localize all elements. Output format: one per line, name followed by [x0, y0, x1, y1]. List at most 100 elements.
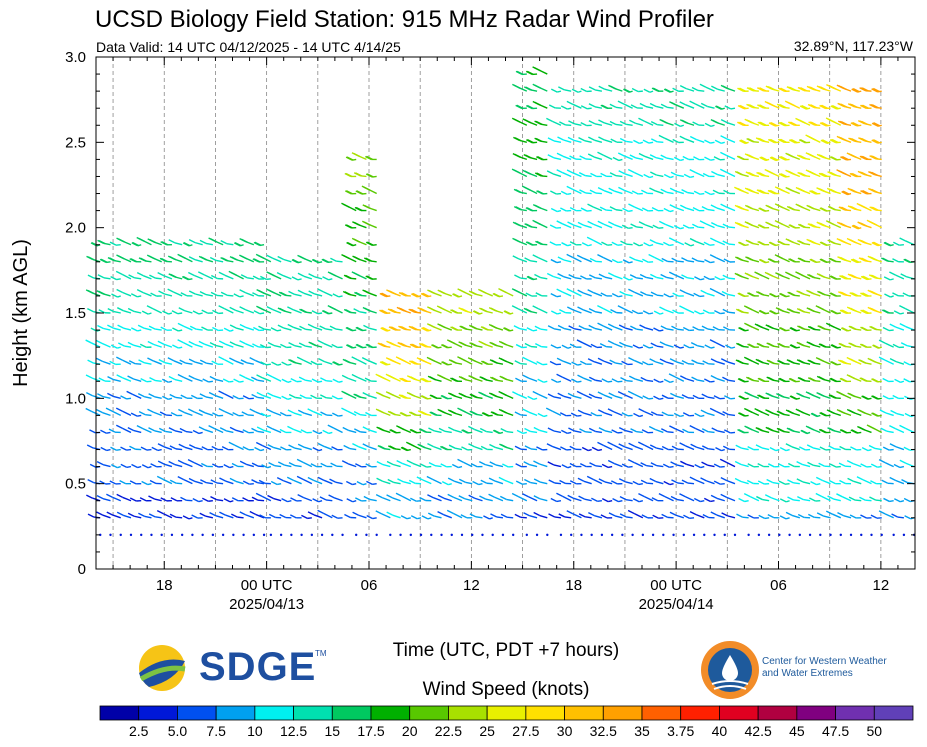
wind-barb: [448, 426, 463, 434]
barb-flag: [561, 429, 568, 434]
barb-flag: [739, 104, 747, 110]
barb-flag: [98, 377, 106, 382]
wind-barb: [172, 327, 183, 332]
wind-barb: [637, 441, 654, 451]
barb-shaft: [614, 275, 623, 280]
wind-barb: [785, 169, 801, 178]
wind-barb: [690, 443, 705, 451]
wind-barb: [137, 393, 152, 400]
wind-barb: [120, 463, 132, 469]
barb-flag: [188, 290, 196, 295]
wind-barb: [388, 326, 401, 331]
barb-shaft: [204, 343, 214, 348]
wind-barb: [116, 307, 132, 314]
barb-flag: [722, 410, 729, 416]
barb-flag: [797, 409, 804, 414]
barb-shaft: [507, 516, 514, 519]
wind-barb: [258, 479, 271, 485]
barb-flag: [353, 238, 361, 243]
barb-shaft: [318, 500, 323, 503]
wind-barb: [149, 479, 162, 485]
barb-shaft: [282, 479, 292, 485]
barb-flag: [500, 357, 508, 363]
barb-flag: [252, 343, 259, 348]
calm-dot: [320, 533, 324, 537]
barb-shaft: [556, 500, 562, 503]
barb-flag: [767, 342, 775, 347]
barb-shaft: [539, 481, 548, 485]
wind-barb: [597, 441, 613, 451]
wind-barb: [828, 445, 841, 451]
wind-barb: [556, 152, 572, 161]
barb-flag: [638, 221, 646, 226]
wind-barb: [569, 343, 582, 348]
barb-shaft: [730, 107, 736, 110]
wind-barb: [277, 307, 292, 314]
barb-flag: [140, 378, 147, 383]
barb-flag: [819, 86, 827, 91]
barb-flag: [600, 172, 607, 177]
barb-flag: [788, 291, 796, 297]
barb-shaft: [802, 463, 811, 468]
barb-flag: [669, 187, 677, 192]
wind-barb: [498, 357, 514, 365]
barb-flag: [701, 428, 709, 433]
barb-flag: [296, 356, 304, 361]
barb-shaft: [226, 430, 234, 434]
wind-barb: [737, 292, 749, 297]
wind-barb: [580, 207, 592, 212]
wind-barb: [661, 257, 674, 263]
barb-shaft: [582, 257, 592, 263]
barb-shaft: [585, 192, 592, 195]
barb-flag: [400, 515, 408, 520]
barb-flag: [346, 326, 354, 332]
barb-flag: [808, 341, 815, 347]
barb-shaft: [615, 209, 623, 212]
barb-shaft: [583, 224, 592, 229]
barb-shaft: [726, 206, 736, 212]
wind-barb: [436, 374, 453, 382]
wind-barb: [115, 424, 132, 434]
wind-barb: [671, 479, 684, 485]
calm-dot: [375, 533, 378, 537]
wind-barb: [827, 495, 841, 502]
barb-flag: [699, 220, 707, 225]
wind-barb: [299, 394, 312, 400]
barb-flag: [759, 87, 767, 92]
barb-flag: [421, 343, 429, 348]
barb-flag: [192, 310, 200, 315]
barb-flag: [571, 88, 579, 93]
barb-flag: [87, 513, 95, 518]
barb-flag: [281, 378, 289, 383]
barb-flag: [168, 427, 176, 432]
wind-barb: [754, 271, 770, 280]
wind-barb: [704, 344, 715, 349]
barb-shaft: [594, 327, 603, 331]
barb-flag: [157, 340, 165, 345]
wind-barb: [621, 412, 633, 417]
wind-barb: [311, 310, 323, 315]
barb-shaft: [257, 499, 265, 502]
barb-flag: [377, 392, 385, 397]
barb-shaft: [741, 447, 749, 451]
wind-barb: [789, 395, 800, 400]
calm-dot: [600, 533, 604, 537]
barb-flag: [514, 360, 522, 365]
barb-flag: [673, 156, 681, 162]
wind-barb: [480, 445, 493, 451]
barb-flag: [258, 289, 265, 295]
wind-barb: [798, 138, 811, 144]
wind-barb: [141, 464, 152, 469]
barb-flag: [758, 137, 766, 143]
wind-barb: [640, 479, 654, 485]
barb-flag: [711, 170, 718, 176]
wind-barb: [177, 373, 193, 382]
wind-barb: [548, 479, 562, 485]
barb-flag: [353, 411, 361, 416]
barb-flag: [450, 359, 457, 364]
wind-barb: [429, 411, 442, 417]
wind-barb: [229, 341, 244, 348]
wind-barb: [611, 293, 623, 298]
wind-barb: [208, 237, 224, 246]
wind-barb: [608, 512, 623, 519]
